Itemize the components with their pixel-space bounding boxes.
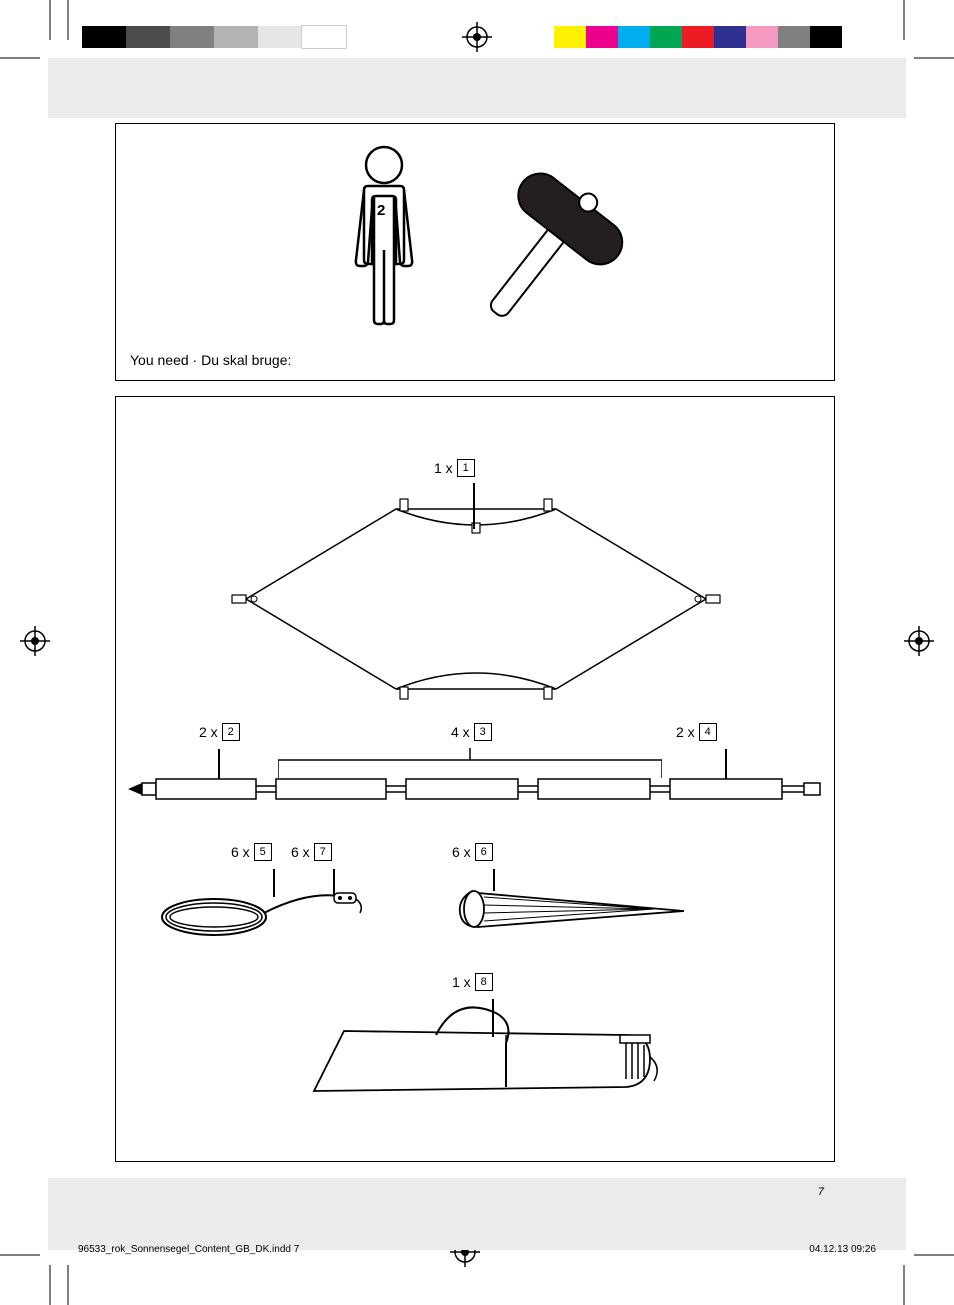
qty-text: 6 x [231, 844, 250, 860]
crop-mark-bl-v2 [58, 1255, 78, 1305]
part-number: 7 [314, 843, 332, 861]
sail-diagram [226, 489, 726, 709]
part-number: 5 [254, 843, 272, 861]
crop-mark-tl-h [0, 48, 50, 68]
person-icon [334, 140, 434, 340]
callout-line [333, 869, 335, 895]
part-number: 6 [475, 843, 493, 861]
qty-bag: 1 x 8 [452, 973, 493, 991]
crop-mark-br-h [904, 1245, 954, 1265]
part-number: 4 [699, 723, 717, 741]
bag-diagram [306, 999, 666, 1119]
qty-text: 4 x [451, 724, 470, 740]
qty-text: 2 x [676, 724, 695, 740]
crop-mark-tl-v [40, 0, 60, 50]
registration-mark-top [462, 22, 492, 52]
qty-pole-2: 2 x 2 [199, 723, 240, 741]
registration-mark-right [904, 626, 934, 656]
greyscale-bar [82, 26, 346, 48]
crop-mark-tl-v2 [58, 0, 78, 50]
qty-text: 6 x [291, 844, 310, 860]
qty-sail: 1 x 1 [434, 459, 475, 477]
callout-line [725, 749, 727, 779]
qty-text: 6 x [452, 844, 471, 860]
callout-line [473, 483, 475, 529]
qty-stake: 6 x 6 [452, 843, 493, 861]
qty-text: 1 x [452, 974, 471, 990]
part-number: 3 [474, 723, 492, 741]
qty-rope: 6 x 5 [231, 843, 272, 861]
callout-line [493, 869, 495, 891]
callout-line [492, 999, 494, 1037]
page-number: 7 [818, 1186, 824, 1198]
footer-grey-band [48, 1178, 906, 1250]
registration-mark-left [20, 626, 50, 656]
crop-mark-tr-v [894, 0, 914, 50]
qty-text: 2 x [199, 724, 218, 740]
qty-pole-3: 4 x 3 [451, 723, 492, 741]
requirements-label: You need · Du skal bruge: [130, 352, 291, 368]
parts-panel: 1 x 1 2 x 2 4 x 3 2 x [115, 396, 835, 1162]
footer-date: 04.12.13 09:26 [809, 1244, 876, 1255]
bracket-icon [278, 748, 662, 780]
callout-line [273, 869, 275, 897]
qty-pole-4: 2 x 4 [676, 723, 717, 741]
color-bar [554, 26, 842, 48]
footer-filename: 96533_rok_Sonnensegel_Content_GB_DK.indd… [78, 1244, 299, 1255]
qty-slider: 6 x 7 [291, 843, 332, 861]
person-count: 2 [377, 202, 385, 219]
stake-diagram [454, 879, 704, 939]
part-number: 8 [475, 973, 493, 991]
part-number: 1 [457, 459, 475, 477]
crop-mark-bl-h [0, 1245, 50, 1265]
mallet-icon [456, 152, 646, 342]
callout-line [218, 749, 220, 779]
requirements-panel: 2 You need · Du skal bruge: [115, 123, 835, 381]
header-grey-band [48, 58, 906, 118]
qty-text: 1 x [434, 460, 453, 476]
part-number: 2 [222, 723, 240, 741]
crop-mark-tr-h [904, 48, 954, 68]
